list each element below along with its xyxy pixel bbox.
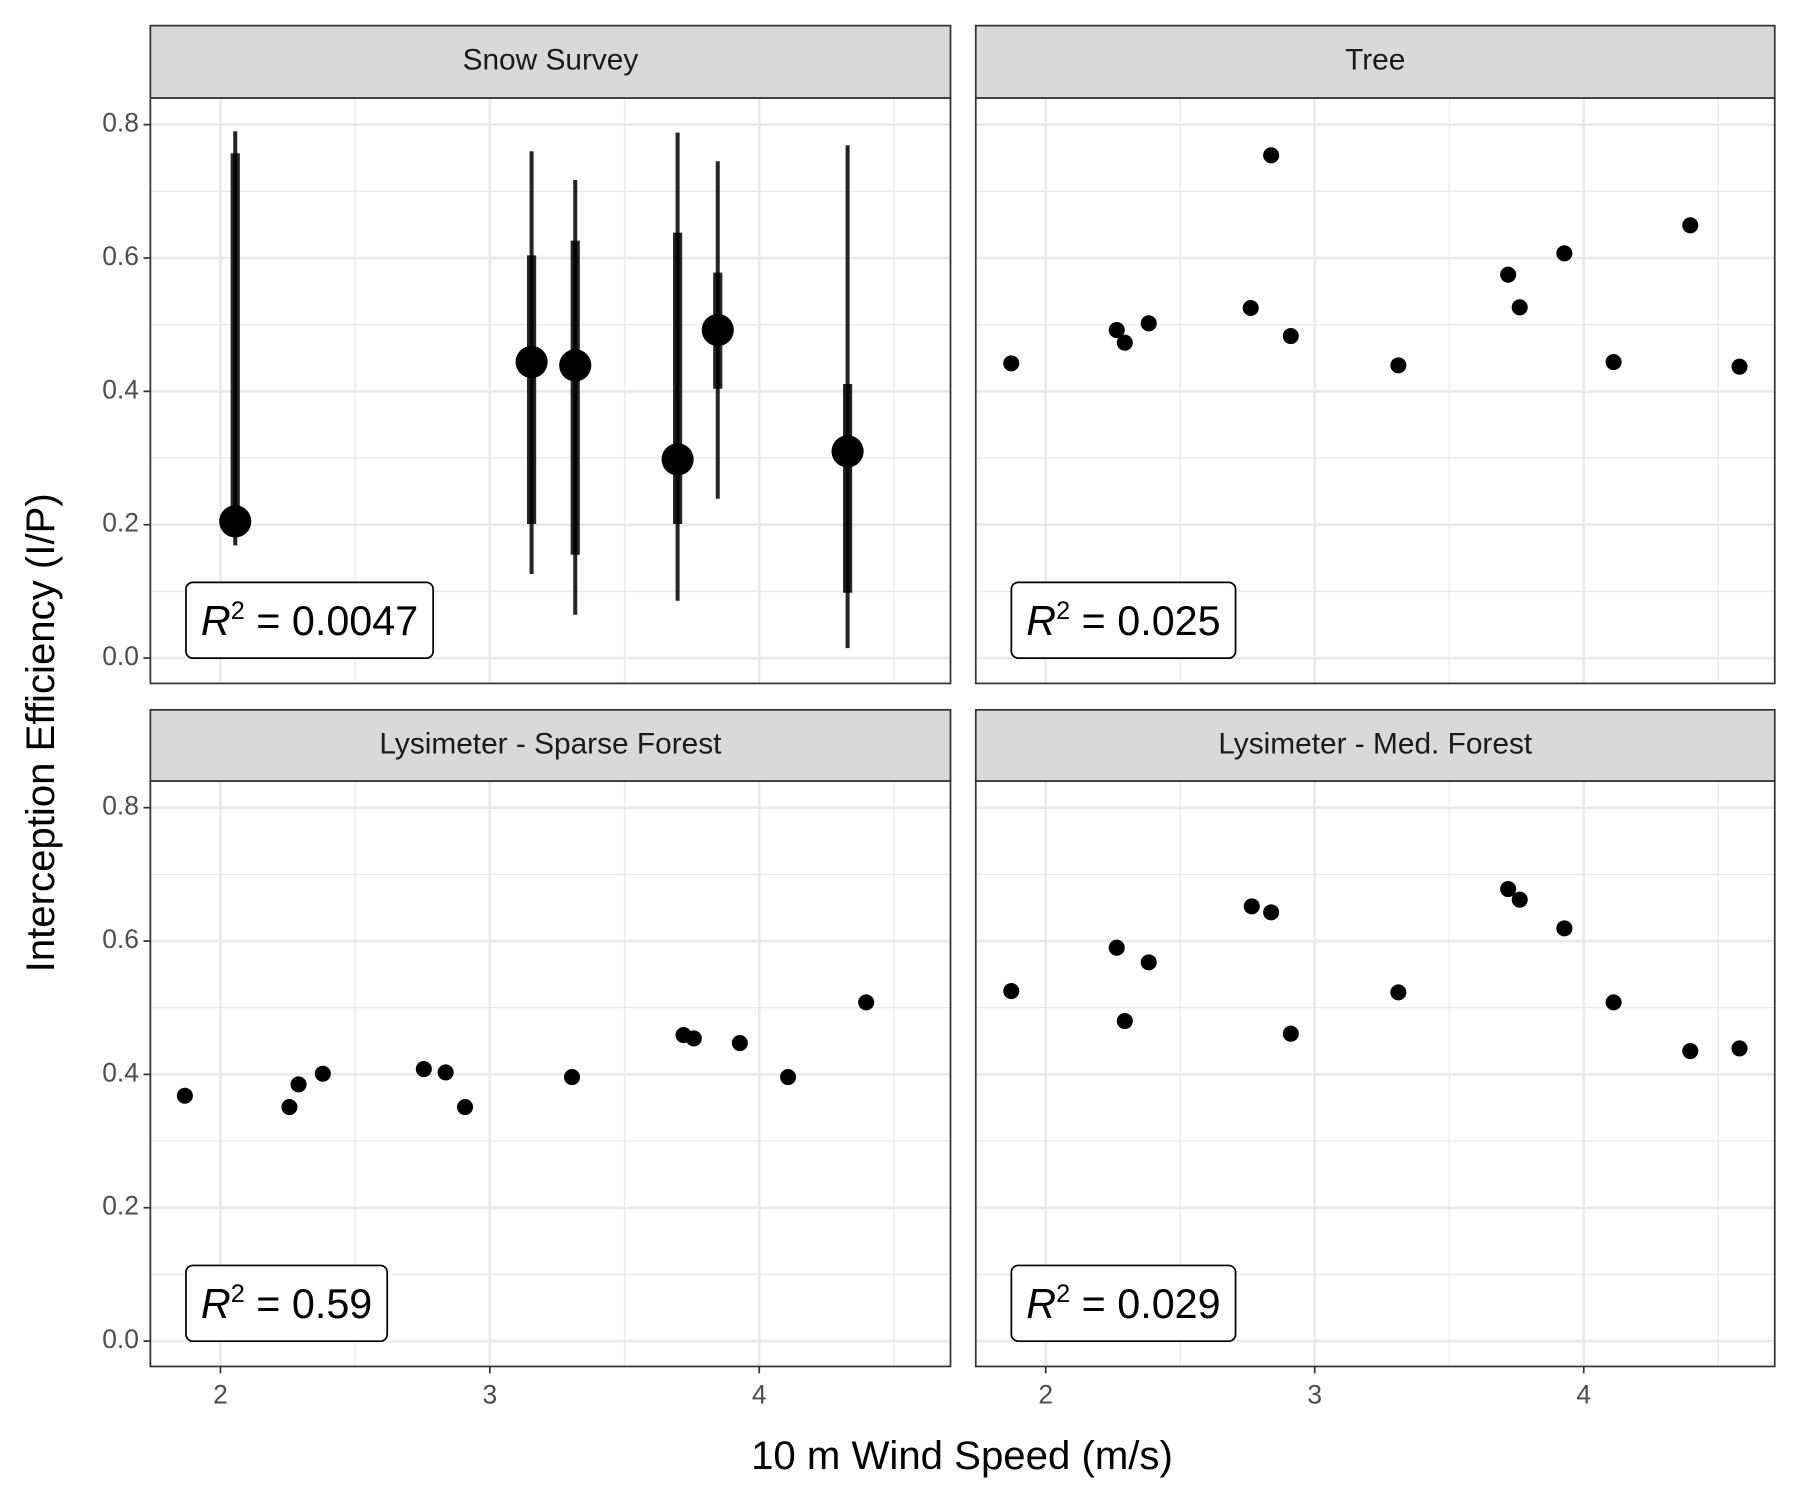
annotation-symbol: R xyxy=(201,1281,231,1327)
point xyxy=(1605,353,1622,371)
annotation-value: = 0.029 xyxy=(1070,1281,1220,1327)
point xyxy=(1243,898,1260,915)
point xyxy=(219,505,252,538)
strip xyxy=(974,24,1776,99)
point xyxy=(685,1030,702,1047)
annotation: R2 = 0.0047 xyxy=(201,597,418,644)
point xyxy=(1108,321,1125,339)
point xyxy=(831,435,864,468)
point xyxy=(437,1064,454,1081)
point xyxy=(1282,1025,1299,1042)
annotation-value: = 0.59 xyxy=(245,1281,373,1327)
point xyxy=(1682,1043,1699,1060)
annotation-symbol: R xyxy=(1026,1281,1056,1327)
strip-title: Tree xyxy=(1345,44,1405,77)
annotation: R2 = 0.59 xyxy=(201,1280,372,1327)
point xyxy=(780,1069,797,1086)
point xyxy=(1605,994,1622,1011)
annotation-exponent: 2 xyxy=(231,597,245,625)
point xyxy=(1511,891,1528,908)
point xyxy=(281,1099,298,1116)
annotation-value: = 0.0047 xyxy=(245,598,418,644)
annotation-box xyxy=(1010,1264,1237,1343)
x-tick-label: 3 xyxy=(1307,1379,1322,1409)
x-tick-label: 4 xyxy=(1576,1379,1591,1409)
point xyxy=(1731,358,1748,375)
y-tick-label: 0.0 xyxy=(102,641,139,671)
point xyxy=(515,345,548,379)
annotation-exponent: 2 xyxy=(1056,597,1070,625)
point xyxy=(1282,327,1299,345)
point xyxy=(1263,904,1280,921)
point xyxy=(1731,1040,1748,1057)
point xyxy=(290,1076,307,1093)
annotation-box xyxy=(1010,581,1237,660)
point xyxy=(1390,357,1407,374)
point xyxy=(559,349,592,382)
point xyxy=(1682,217,1699,234)
point xyxy=(1116,1013,1133,1030)
point xyxy=(1511,299,1528,316)
point xyxy=(176,1087,193,1104)
point xyxy=(858,994,875,1011)
point xyxy=(1140,954,1157,971)
point xyxy=(701,313,734,347)
strip xyxy=(974,708,1776,782)
annotation-box xyxy=(185,581,435,660)
y-axis-label: Interception Efficiency (I/P) xyxy=(18,493,63,972)
y-tick-label: 0.8 xyxy=(102,791,139,821)
y-tick-label: 0.6 xyxy=(102,241,139,271)
annotation-value: = 0.025 xyxy=(1070,598,1220,644)
point xyxy=(1500,880,1517,898)
point xyxy=(314,1065,331,1082)
strip xyxy=(149,24,952,99)
annotation: R2 = 0.029 xyxy=(1026,1280,1220,1327)
y-tick-label: 0.0 xyxy=(102,1324,139,1354)
y-tick-label: 0.4 xyxy=(102,374,139,404)
point xyxy=(563,1069,581,1086)
x-tick-label: 2 xyxy=(1038,1379,1053,1409)
point xyxy=(1116,334,1133,351)
point xyxy=(457,1099,474,1116)
y-tick-label: 0.2 xyxy=(102,1191,139,1221)
y-tick-label: 0.6 xyxy=(102,924,139,954)
point xyxy=(1242,299,1259,317)
point xyxy=(415,1061,432,1078)
point xyxy=(1500,266,1517,283)
annotation-exponent: 2 xyxy=(231,1280,245,1308)
point xyxy=(1556,920,1573,937)
annotation-symbol: R xyxy=(201,598,231,644)
strip xyxy=(149,708,952,782)
y-tick-label: 0.2 xyxy=(102,508,139,538)
annotation-box xyxy=(185,1264,389,1343)
annotation-symbol: R xyxy=(1026,598,1056,644)
annotation: R2 = 0.025 xyxy=(1026,597,1220,644)
x-tick-label: 3 xyxy=(482,1379,497,1409)
point xyxy=(1263,147,1280,164)
strip-title: Snow Survey xyxy=(463,44,639,77)
point xyxy=(1003,355,1020,372)
point xyxy=(661,443,694,476)
point xyxy=(1556,245,1573,262)
y-tick-label: 0.4 xyxy=(102,1057,139,1087)
strip-title: Lysimeter - Med. Forest xyxy=(1218,727,1533,760)
strip-title: Lysimeter - Sparse Forest xyxy=(379,727,722,760)
x-tick-label: 4 xyxy=(752,1379,767,1409)
annotation-exponent: 2 xyxy=(1056,1280,1070,1308)
x-tick-label: 2 xyxy=(213,1379,228,1409)
point xyxy=(1140,315,1157,332)
point xyxy=(1108,939,1125,956)
point xyxy=(1003,983,1020,1000)
point xyxy=(1390,984,1407,1001)
point xyxy=(731,1035,748,1052)
y-tick-label: 0.8 xyxy=(102,108,139,138)
x-axis-label: 10 m Wind Speed (m/s) xyxy=(751,1433,1173,1478)
